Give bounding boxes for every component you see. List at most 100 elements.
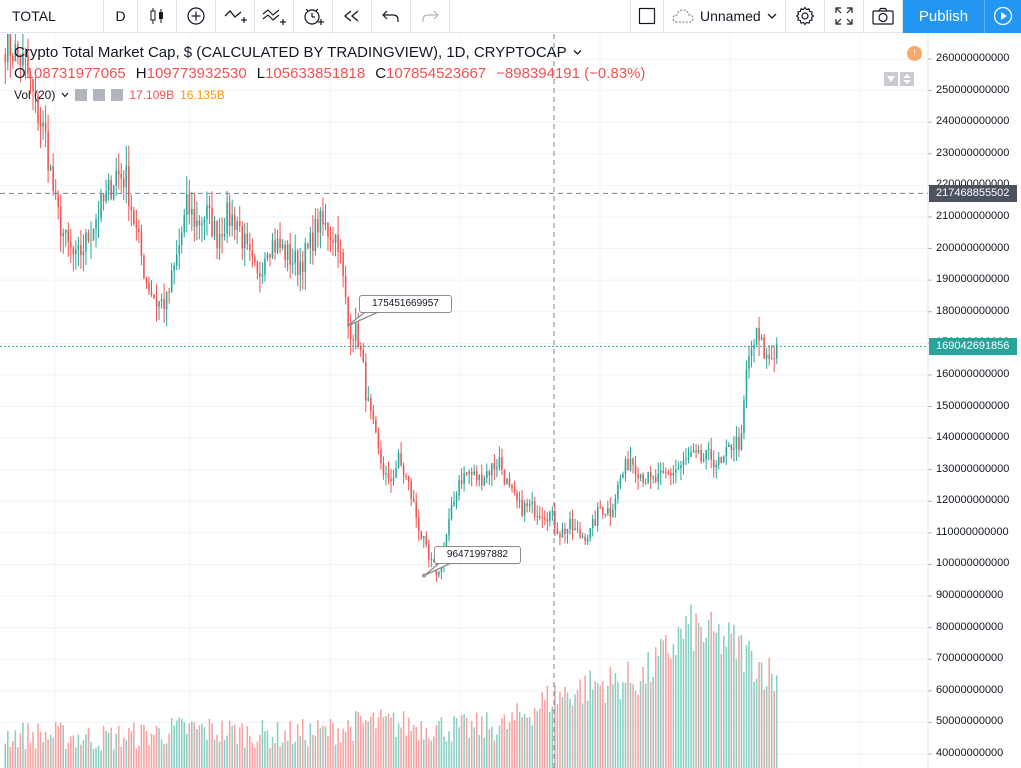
pane-buttons (884, 72, 914, 86)
candle-body (57, 194, 59, 207)
candle-body (206, 204, 208, 220)
interval-text: D (115, 8, 126, 24)
title-chevron-icon[interactable] (573, 49, 582, 56)
study-close-icon[interactable] (111, 89, 124, 101)
candle-body (135, 224, 138, 228)
volume-bar (422, 739, 425, 768)
candle-body (107, 180, 110, 191)
series-title[interactable]: Crypto Total Market Cap, $ (CALCULATED B… (14, 44, 567, 61)
candle-body (712, 459, 715, 468)
volume-bar (685, 615, 687, 768)
volume-bar (9, 746, 12, 768)
fullscreen-button[interactable] (825, 0, 864, 33)
volume-bar (488, 729, 491, 768)
indicators-button[interactable] (216, 0, 255, 33)
candle-body (768, 354, 770, 360)
volume-bar (458, 727, 460, 768)
candle-body (614, 498, 617, 510)
candle-body (90, 239, 92, 241)
interval-button[interactable]: D (104, 0, 138, 33)
volume-bar (332, 723, 334, 768)
candle-body (173, 265, 175, 271)
layout-square-icon (638, 7, 656, 25)
layout-button[interactable] (630, 0, 664, 33)
layout-name-dropdown[interactable]: Unnamed (664, 0, 786, 33)
candle-body (112, 186, 115, 199)
volume-bar (723, 635, 725, 768)
volume-bar (266, 730, 269, 768)
alert-button[interactable] (294, 0, 333, 33)
volume-bar (551, 706, 554, 768)
candle-body (564, 528, 566, 534)
candle-body (654, 476, 657, 482)
low-price-callout: 96471997882 (434, 545, 521, 564)
candle-body (148, 282, 150, 292)
volume-bar (528, 717, 531, 768)
chart-area[interactable]: Crypto Total Market Cap, $ (CALCULATED B… (0, 34, 1021, 768)
volume-bar (604, 702, 607, 768)
volume-bar (607, 685, 609, 768)
price-axis-tick-label: 120000000000 (936, 494, 1010, 507)
snapshot-button[interactable] (864, 0, 903, 33)
volume-bar (586, 700, 589, 768)
candle-body (170, 270, 173, 293)
volume-bar (196, 729, 198, 768)
volume-bar (556, 704, 559, 768)
candle-body (385, 473, 387, 475)
volume-bar (37, 723, 39, 768)
volume-bar (70, 736, 72, 768)
volume-bar (380, 709, 382, 768)
candle-body (508, 478, 511, 487)
candle-body (617, 484, 619, 499)
symbol-search-box[interactable]: TOTAL (0, 0, 104, 33)
chevron-down-icon (767, 13, 777, 19)
volume-bar (365, 720, 367, 768)
volume-bar (342, 728, 344, 768)
undo-button[interactable] (372, 0, 411, 33)
candle-body (440, 566, 443, 572)
candle-body (196, 220, 198, 227)
candle-body (496, 467, 498, 469)
price-axis[interactable]: 260000000000 250000000000 240000000000 2300… (928, 34, 1021, 768)
volume-bar (775, 675, 778, 768)
study-visibility-icon[interactable] (75, 89, 88, 101)
candle-body (347, 296, 349, 325)
replay-button[interactable] (333, 0, 372, 33)
candle-body (291, 263, 294, 265)
notification-dot-icon[interactable]: ! (907, 46, 922, 61)
chart-canvas[interactable] (0, 34, 1021, 768)
settings-button[interactable] (786, 0, 825, 33)
redo-button[interactable] (411, 0, 450, 33)
volume-bar (705, 637, 707, 768)
volume-bar (549, 711, 551, 768)
chart-type-button[interactable] (138, 0, 177, 33)
play-button[interactable] (984, 0, 1021, 33)
study-settings-icon[interactable] (93, 89, 106, 101)
price-axis-tick-label: 260000000000 (936, 52, 1010, 64)
candle-body (506, 478, 508, 485)
volume-bar (347, 720, 349, 768)
compare-button[interactable] (177, 0, 216, 33)
candle-body (730, 444, 733, 451)
publish-button[interactable]: Publish (903, 0, 984, 33)
volume-study-label[interactable]: Vol (20) (14, 88, 56, 102)
volume-bar (117, 725, 120, 768)
volume-bar (238, 727, 241, 768)
volume-bar (665, 635, 667, 768)
templates-button[interactable] (255, 0, 294, 33)
volume-bar (415, 726, 417, 768)
volume-chevron-icon[interactable] (61, 92, 69, 98)
pane-collapse-button[interactable] (884, 72, 898, 86)
volume-bar (67, 742, 70, 768)
candle-body (710, 448, 712, 460)
candle-body (304, 243, 307, 272)
volume-bar (758, 662, 760, 768)
candle-body (753, 344, 755, 349)
candle-body (390, 478, 392, 481)
candle-body (402, 465, 405, 476)
candle-body (82, 251, 85, 256)
pane-maximize-button[interactable] (900, 72, 914, 86)
volume-bar (317, 720, 319, 768)
candle-body (100, 194, 102, 219)
volume-bar (322, 725, 324, 768)
